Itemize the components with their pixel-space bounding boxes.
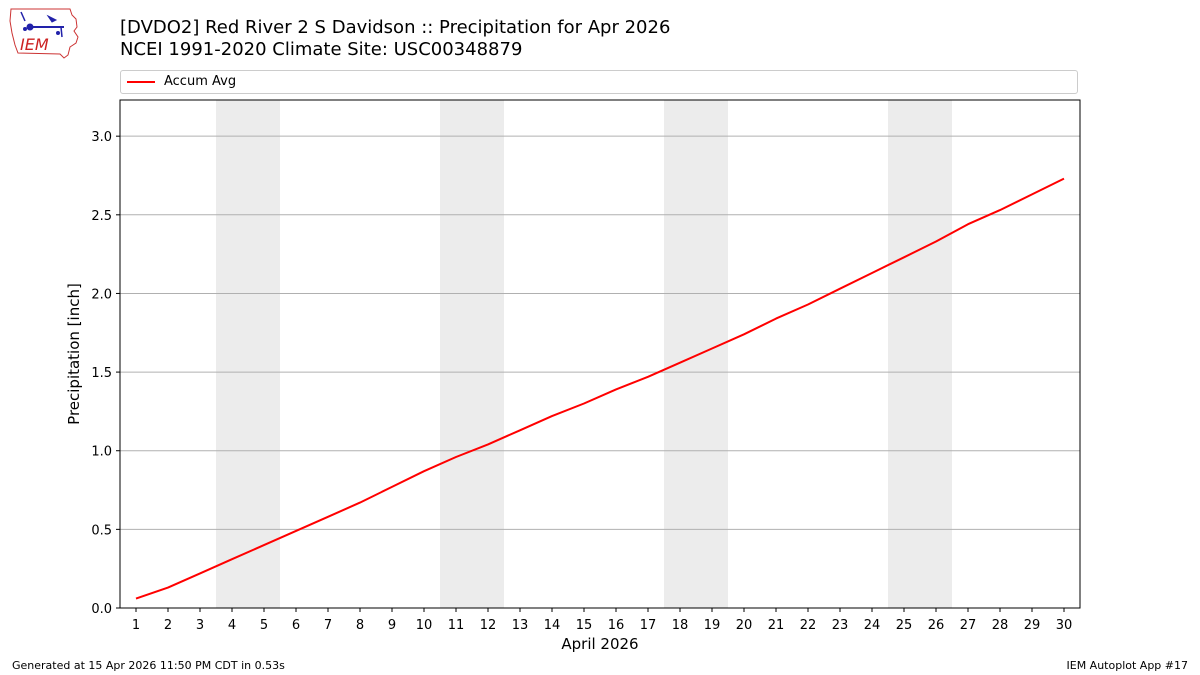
x-tick-label: 19 — [704, 618, 721, 633]
x-tick-label: 13 — [512, 618, 529, 633]
weekend-band-3 — [664, 100, 728, 608]
iowa-outline-icon — [9, 8, 79, 59]
weather-station-icon — [20, 11, 64, 38]
x-tick-label: 21 — [768, 618, 785, 633]
x-tick-label: 28 — [992, 618, 1009, 633]
x-tick-label: 12 — [480, 618, 497, 633]
y-axis-label: Precipitation [inch] — [65, 283, 83, 425]
legend-label-accum-avg: Accum Avg — [164, 74, 237, 89]
x-tick-label: 16 — [608, 618, 625, 633]
chart-legend: Accum Avg — [120, 70, 1078, 94]
x-tick-label: 10 — [416, 618, 433, 633]
weekend-band-2 — [440, 100, 504, 608]
weekend-band-1 — [216, 100, 280, 608]
x-tick-label: 6 — [292, 618, 300, 633]
x-tick-label: 17 — [640, 618, 657, 633]
logo-text: IEM — [20, 35, 49, 54]
x-tick-label: 5 — [260, 618, 268, 633]
x-tick-label: 2 — [164, 618, 172, 633]
iem-logo: IEM — [9, 8, 79, 59]
x-tick-label: 7 — [324, 618, 332, 633]
x-axis-label: April 2026 — [561, 635, 638, 653]
chart-title: [DVDO2] Red River 2 S Davidson :: Precip… — [120, 17, 670, 61]
weekend-band-4 — [888, 100, 952, 608]
x-tick-label: 29 — [1024, 618, 1041, 633]
plot-frame — [119, 99, 1081, 609]
y-tick-label: 2.5 — [91, 209, 112, 224]
x-tick-label: 11 — [448, 618, 465, 633]
x-tick-label: 9 — [388, 618, 396, 633]
y-tick-label: 1.0 — [91, 445, 112, 460]
x-tick-label: 18 — [672, 618, 689, 633]
y-tick-label: 0.5 — [91, 523, 112, 538]
y-tick-label: 2.0 — [91, 287, 112, 302]
chart-title-line1: [DVDO2] Red River 2 S Davidson :: Precip… — [120, 17, 671, 38]
weekend-shading — [216, 100, 952, 608]
x-axis-ticks: 1 2 3 4 5 6 7 8 9 10 11 12 13 14 15 16 17 18 19 20 21 22 23 24 2… — [132, 608, 1072, 633]
series-layer — [135, 177, 1065, 600]
x-tick-label: 4 — [228, 618, 236, 633]
autoplot-app-label: IEM Autoplot App #17 — [1066, 659, 1189, 672]
x-tick-label: 30 — [1056, 618, 1073, 633]
x-tick-label: 3 — [196, 618, 204, 633]
x-tick-label: 8 — [356, 618, 364, 633]
generated-timestamp: Generated at 15 Apr 2026 11:50 PM CDT in… — [12, 659, 285, 672]
x-tick-label: 1 — [132, 618, 140, 633]
x-tick-label: 20 — [736, 618, 753, 633]
series-line-1 — [135, 177, 1065, 600]
legend-swatch-accum-avg — [127, 81, 155, 83]
y-tick-label: 3.0 — [91, 130, 112, 145]
y-axis-ticks: 0.0 0.5 1.0 1.5 2.0 2.5 3.0 — [91, 130, 120, 617]
x-tick-label: 26 — [928, 618, 945, 633]
chart-title-line2: NCEI 1991-2020 Climate Site: USC00348879 — [120, 39, 523, 60]
x-tick-label: 27 — [960, 618, 977, 633]
x-tick-label: 23 — [832, 618, 849, 633]
x-tick-label: 14 — [544, 618, 561, 633]
y-tick-label: 1.5 — [91, 366, 112, 381]
x-tick-label: 22 — [800, 618, 817, 633]
x-tick-label: 25 — [896, 618, 913, 633]
x-tick-label: 15 — [576, 618, 593, 633]
x-tick-label: 24 — [864, 618, 881, 633]
y-tick-label: 0.0 — [91, 602, 112, 617]
